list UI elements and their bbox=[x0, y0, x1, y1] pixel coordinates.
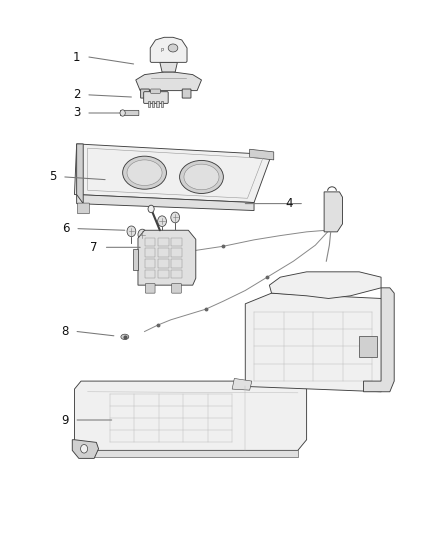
Bar bbox=[156, 101, 159, 107]
Text: P: P bbox=[160, 48, 164, 53]
Text: 4: 4 bbox=[285, 197, 293, 210]
Bar bbox=[145, 248, 155, 257]
Polygon shape bbox=[364, 288, 394, 392]
Text: 1: 1 bbox=[73, 51, 81, 63]
Circle shape bbox=[127, 226, 136, 237]
Bar bbox=[145, 259, 155, 268]
Text: 3: 3 bbox=[73, 107, 80, 119]
Text: 6: 6 bbox=[62, 222, 70, 235]
Polygon shape bbox=[136, 72, 201, 91]
Ellipse shape bbox=[180, 160, 223, 193]
Circle shape bbox=[120, 110, 125, 116]
Polygon shape bbox=[150, 37, 187, 62]
Polygon shape bbox=[245, 293, 390, 392]
Polygon shape bbox=[133, 249, 138, 270]
Text: 7: 7 bbox=[90, 241, 98, 254]
Polygon shape bbox=[160, 62, 177, 72]
Ellipse shape bbox=[123, 156, 166, 189]
Bar bbox=[145, 238, 155, 246]
Polygon shape bbox=[74, 144, 272, 203]
Polygon shape bbox=[72, 440, 99, 458]
Polygon shape bbox=[250, 149, 274, 160]
FancyBboxPatch shape bbox=[145, 284, 155, 293]
Polygon shape bbox=[77, 195, 254, 211]
FancyBboxPatch shape bbox=[182, 89, 191, 98]
Bar bbox=[158, 248, 169, 257]
Ellipse shape bbox=[184, 164, 219, 190]
FancyBboxPatch shape bbox=[120, 110, 139, 116]
FancyBboxPatch shape bbox=[144, 92, 168, 103]
Bar bbox=[161, 101, 163, 107]
Polygon shape bbox=[77, 144, 83, 204]
Text: 5: 5 bbox=[49, 171, 56, 183]
Text: 2: 2 bbox=[73, 88, 81, 101]
Circle shape bbox=[148, 205, 154, 213]
Text: 9: 9 bbox=[61, 414, 69, 426]
Bar bbox=[145, 270, 155, 278]
FancyBboxPatch shape bbox=[172, 284, 181, 293]
Polygon shape bbox=[74, 381, 307, 450]
Polygon shape bbox=[269, 272, 381, 298]
Bar bbox=[171, 259, 182, 268]
Bar bbox=[148, 101, 150, 107]
Ellipse shape bbox=[127, 160, 162, 185]
Ellipse shape bbox=[121, 334, 129, 340]
Bar bbox=[158, 270, 169, 278]
Polygon shape bbox=[232, 378, 252, 390]
Bar bbox=[158, 238, 169, 246]
FancyBboxPatch shape bbox=[78, 203, 89, 214]
FancyBboxPatch shape bbox=[141, 89, 149, 98]
Circle shape bbox=[81, 445, 88, 453]
Text: 8: 8 bbox=[61, 325, 68, 338]
Bar bbox=[359, 336, 377, 357]
Polygon shape bbox=[81, 450, 298, 457]
Bar bbox=[171, 238, 182, 246]
Bar bbox=[152, 101, 154, 107]
Bar bbox=[171, 248, 182, 257]
Circle shape bbox=[158, 216, 166, 227]
Polygon shape bbox=[324, 192, 343, 232]
FancyBboxPatch shape bbox=[151, 89, 160, 93]
Bar bbox=[158, 259, 169, 268]
Polygon shape bbox=[138, 230, 196, 285]
Circle shape bbox=[171, 212, 180, 223]
Ellipse shape bbox=[168, 44, 178, 52]
Bar bbox=[171, 270, 182, 278]
Circle shape bbox=[138, 229, 147, 240]
